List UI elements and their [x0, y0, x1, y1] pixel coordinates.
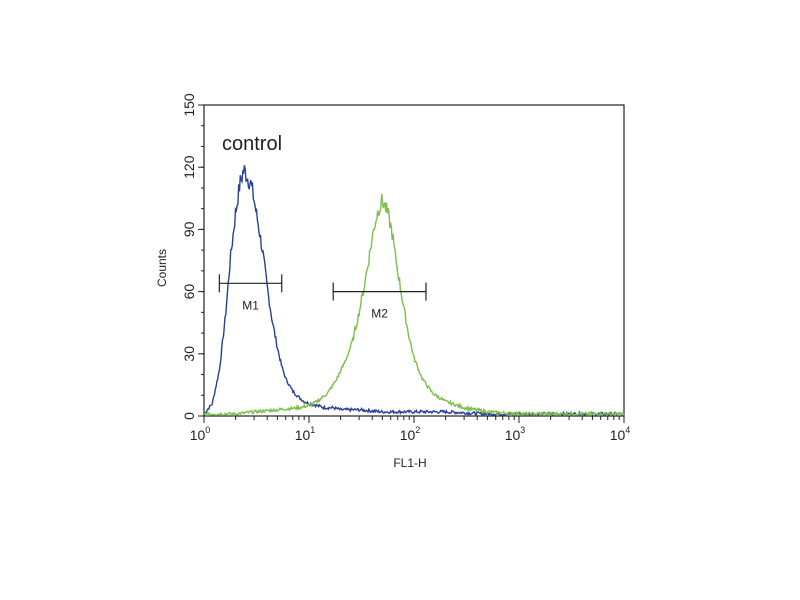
y-axis-title: Counts — [155, 249, 169, 287]
x-tick-base: 10 — [400, 427, 416, 443]
x-tick-base: 10 — [505, 427, 521, 443]
y-tick-label: 150 — [181, 93, 197, 117]
x-tick-base: 10 — [610, 427, 626, 443]
x-tick-base: 10 — [295, 427, 311, 443]
x-tick-label: 104 — [610, 425, 631, 443]
x-tick-exponent: 3 — [520, 425, 525, 435]
x-tick-exponent: 2 — [415, 425, 420, 435]
series-line-sample — [203, 193, 625, 417]
series-line-control — [203, 165, 625, 418]
marker-label: M2 — [371, 307, 388, 321]
marker-layer: M1 M2 — [218, 274, 427, 321]
y-tick-label: 90 — [181, 221, 197, 237]
y-tick-label: 60 — [181, 284, 197, 300]
x-axis-title: FL1-H — [393, 456, 426, 470]
control-annotation: control — [222, 133, 282, 155]
series-layer — [203, 165, 625, 418]
y-tick-label: 0 — [181, 412, 197, 420]
x-tick-exponent: 1 — [310, 425, 315, 435]
y-tick-label: 120 — [181, 155, 197, 179]
x-tick-label: 100 — [190, 425, 211, 443]
x-tick-label: 101 — [295, 425, 316, 443]
x-tick-base: 10 — [190, 427, 206, 443]
y-axis: 0 30 60 90 120 150 — [181, 93, 204, 420]
x-tick-label: 103 — [505, 425, 526, 443]
marker-label: M1 — [242, 298, 259, 312]
x-axis: 100 101 102 103 104 — [190, 416, 631, 443]
x-tick-exponent: 4 — [625, 425, 630, 435]
x-tick-exponent: 0 — [205, 425, 210, 435]
y-tick-label: 30 — [181, 346, 197, 362]
x-tick-label: 102 — [400, 425, 421, 443]
